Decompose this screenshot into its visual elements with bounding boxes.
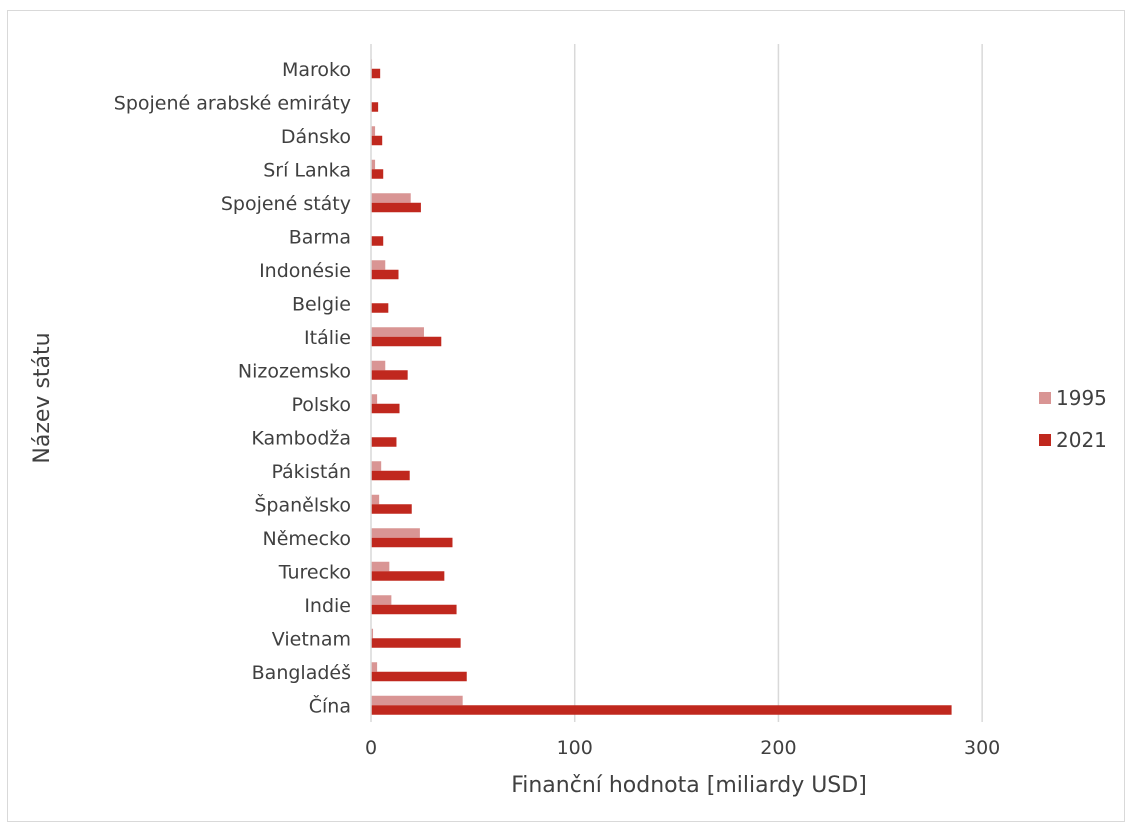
bar-2021 [371,169,384,179]
category-label: Barma [289,226,351,248]
x-tick-label: 300 [964,737,1000,759]
bar-2021 [371,671,467,682]
bar-1995 [371,662,378,672]
bar-2021 [371,470,410,481]
bar-2021 [371,705,952,715]
bar-2021 [371,571,445,581]
bars [371,59,952,715]
bar-1995 [371,595,392,605]
category-label: Turecko [278,561,351,583]
bar-1995 [371,494,380,505]
category-label: Španělsko [254,492,351,516]
bar-2021 [371,303,389,313]
bar-2021 [371,102,379,112]
category-label: Čína [309,693,351,717]
gridlines [573,44,983,722]
category-label: Indie [304,595,351,617]
bar-2021 [371,504,412,514]
bar-2021 [371,638,461,648]
legend-swatch [1039,434,1051,446]
category-label: Itálie [304,327,351,349]
category-labels: Maroko Spojené arabské emiráty Dánsko Srí L… [114,59,351,718]
x-tick-label: 100 [557,737,593,759]
x-tick-label: 0 [365,737,377,759]
category-label: Indonésie [259,260,351,282]
bar-1995 [371,159,376,170]
bar-1995 [371,360,386,371]
bar-2021 [371,403,400,414]
bar-2021 [371,537,453,548]
x-tick-label: 200 [760,737,796,759]
x-tick-labels: 0 100 200 300 [365,737,1000,759]
category-label: Polsko [291,394,351,416]
bar-2021 [371,269,399,280]
bar-1995 [371,126,376,136]
category-label: Spojené arabské emiráty [114,92,351,114]
legend: 1995 2021 [1039,386,1107,452]
chart-frame [7,10,1125,822]
bar-2021 [371,68,381,79]
x-axis-title: Finanční hodnota [miliardy USD] [511,773,867,798]
category-label: Maroko [282,59,351,81]
bar-1995 [371,193,411,203]
category-label: Srí Lanka [263,159,351,181]
bar-1995 [371,695,463,706]
category-label: Kambodža [251,427,351,449]
y-axis-title: Název státu [30,332,55,463]
bar-1995 [371,561,390,572]
category-label: Nizozemsko [238,360,351,382]
category-label: Dánsko [281,126,351,148]
bar-1995 [371,628,374,639]
category-label: Belgie [292,293,351,315]
bar-2021 [371,437,397,447]
bar-1995 [371,327,424,337]
category-label: Německo [263,528,352,550]
category-label: Bangladéš [252,662,351,684]
bar-2021 [371,336,442,347]
bar-1995 [371,461,382,471]
bar-2021 [371,135,383,146]
legend-label: 1995 [1056,386,1107,410]
bar-2021 [371,604,457,615]
legend-label: 2021 [1056,428,1107,452]
bar-1995 [371,394,378,404]
bar-2021 [371,370,408,380]
bar-2021 [371,202,421,213]
category-label: Pákistán [271,461,351,483]
category-label: Spojené státy [221,193,351,215]
category-label: Vietnam [272,628,351,650]
legend-swatch [1039,392,1051,404]
bar-1995 [371,260,386,270]
bar-2021 [371,236,384,246]
bar-1995 [371,528,420,538]
